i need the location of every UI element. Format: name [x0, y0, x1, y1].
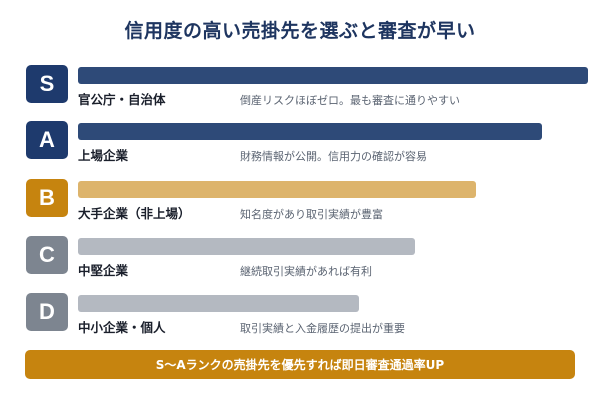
- rank-row-c: C 中堅企業 継続取引実績があれば有利: [0, 236, 600, 286]
- rank-desc-d: 取引実績と入金履歴の提出が重要: [240, 322, 405, 335]
- rank-desc-a: 財務情報が公開。信用力の確認が容易: [240, 150, 427, 163]
- rank-label-d: 中小企業・個人: [78, 320, 166, 335]
- rank-label-c: 中堅企業: [78, 263, 129, 278]
- rank-bar-s: [78, 67, 588, 84]
- page-title: 信用度の高い売掛先を選ぶと審査が早い: [124, 20, 476, 42]
- rank-bar-a: [78, 123, 542, 140]
- rank-desc-s: 倒産リスクほぼゼロ。最も審査に通りやすい: [240, 94, 460, 107]
- rank-row-a: A 上場企業 財務情報が公開。信用力の確認が容易: [0, 121, 600, 171]
- rank-badge-s: S: [26, 65, 68, 103]
- rank-label-b: 大手企業（非上場）: [78, 206, 191, 221]
- rank-desc-c: 継続取引実績があれば有利: [240, 265, 372, 278]
- rank-desc-b: 知名度があり取引実績が豊富: [240, 208, 383, 221]
- rank-bar-b: [78, 181, 476, 198]
- rank-badge-d: D: [26, 293, 68, 331]
- rank-row-s: S 官公庁・自治体 倒産リスクほぼゼロ。最も審査に通りやすい: [0, 65, 600, 115]
- rank-badge-c: C: [26, 236, 68, 274]
- rank-bar-d: [78, 295, 359, 312]
- rank-label-a: 上場企業: [78, 148, 129, 163]
- rank-bar-c: [78, 238, 415, 255]
- summary-banner: S〜Aランクの売掛先を優先すれば即日審査通過率UP: [25, 350, 575, 379]
- rank-badge-a: A: [26, 121, 68, 159]
- rank-row-d: D 中小企業・個人 取引実績と入金履歴の提出が重要: [0, 293, 600, 343]
- rank-label-s: 官公庁・自治体: [78, 92, 166, 107]
- rank-row-b: B 大手企業（非上場） 知名度があり取引実績が豊富: [0, 179, 600, 229]
- rank-badge-b: B: [26, 179, 68, 217]
